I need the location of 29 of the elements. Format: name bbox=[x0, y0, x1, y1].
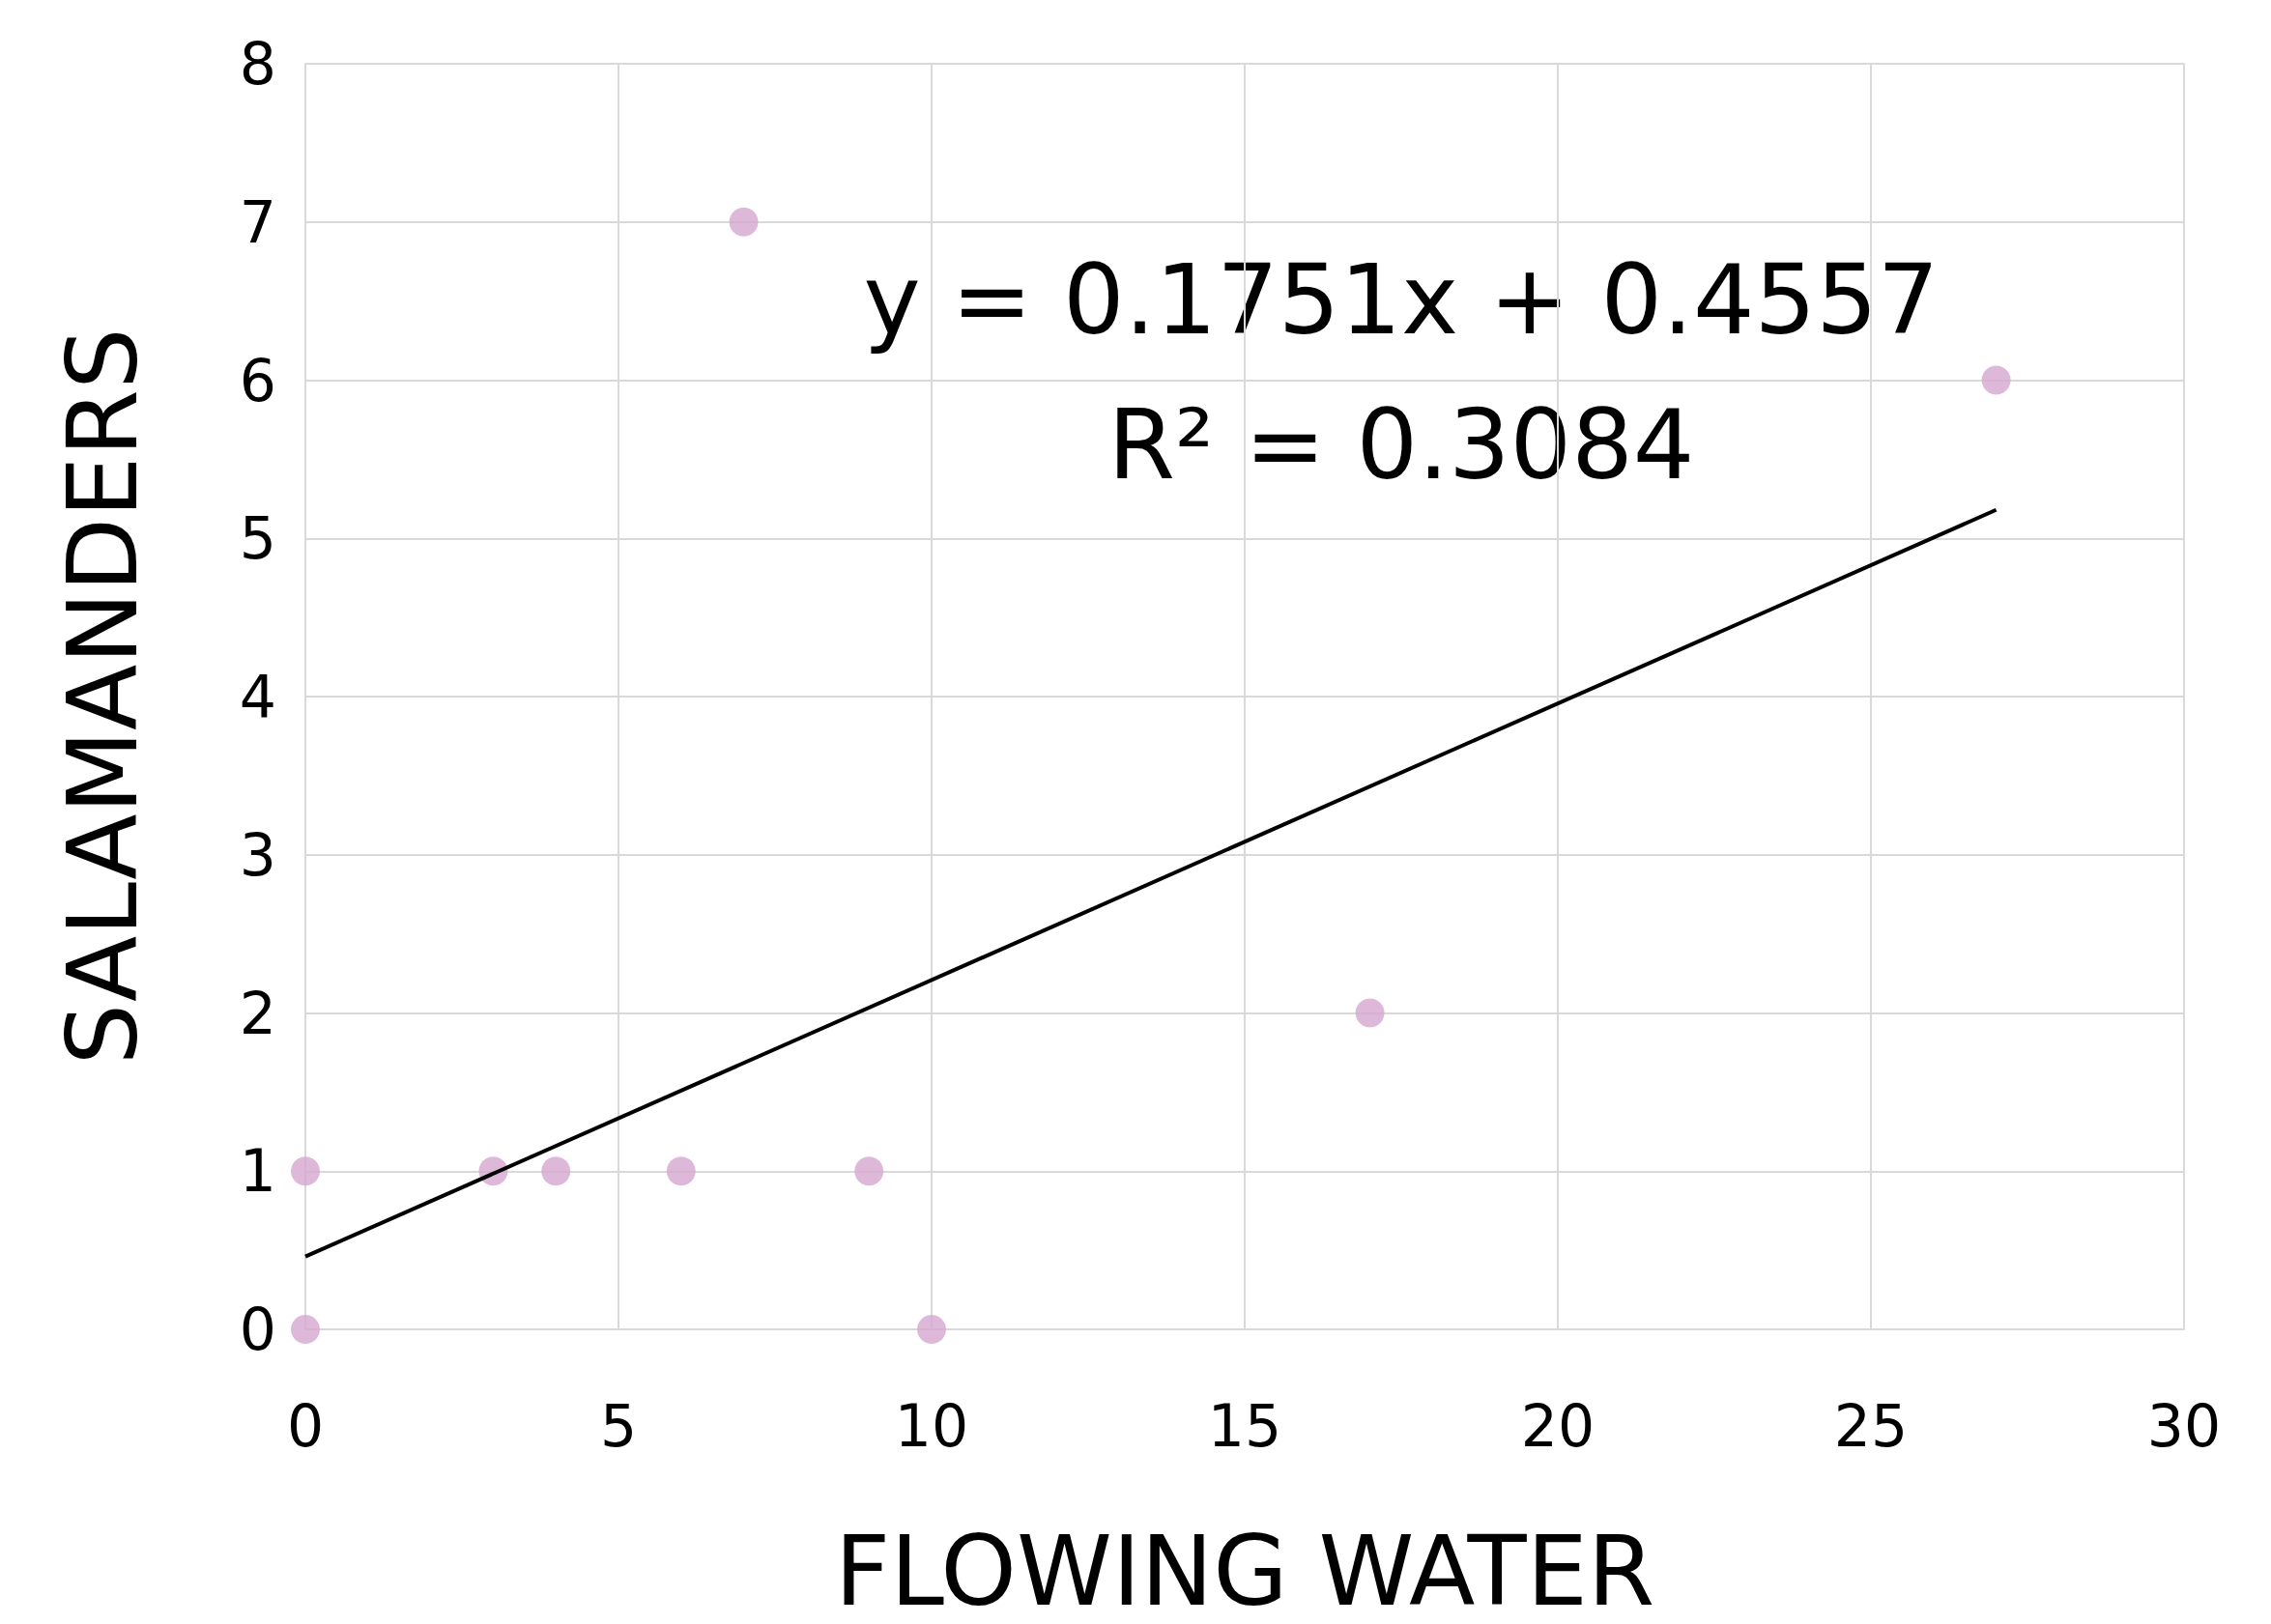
point bbox=[917, 1315, 946, 1344]
y-tick-label: 4 bbox=[239, 663, 276, 730]
x-tick-label: 5 bbox=[599, 1392, 638, 1460]
x-tick-label: 0 bbox=[286, 1392, 325, 1460]
point bbox=[291, 1156, 320, 1186]
point bbox=[1981, 365, 2011, 395]
y-tick-label: 0 bbox=[239, 1296, 276, 1363]
annotation: R² = 0.3084 bbox=[1107, 387, 1695, 501]
y-axis-title: SALAMANDERS bbox=[45, 328, 159, 1066]
point bbox=[541, 1156, 571, 1186]
point bbox=[1355, 998, 1385, 1028]
annotation: y = 0.1751x + 0.4557 bbox=[863, 242, 1940, 356]
y-tick-label: 6 bbox=[239, 346, 276, 414]
point bbox=[666, 1156, 696, 1186]
y-tick-label: 3 bbox=[239, 820, 276, 889]
x-tick-label: 20 bbox=[1520, 1392, 1595, 1460]
x-tick-label: 15 bbox=[1207, 1392, 1282, 1460]
point bbox=[291, 1315, 320, 1344]
y-tick-label: 8 bbox=[239, 30, 276, 98]
y-tick-label: 7 bbox=[239, 187, 276, 256]
point bbox=[729, 207, 759, 237]
x-tick-label: 25 bbox=[1833, 1392, 1909, 1460]
y-tick-label: 2 bbox=[239, 979, 276, 1047]
x-tick-label: 10 bbox=[894, 1392, 969, 1460]
y-tick-label: 5 bbox=[239, 504, 276, 573]
point bbox=[854, 1156, 884, 1186]
y-tick-label: 1 bbox=[239, 1137, 276, 1206]
x-axis-title: FLOWING WATER bbox=[834, 1514, 1655, 1624]
x-tick-label: 30 bbox=[2146, 1392, 2222, 1460]
